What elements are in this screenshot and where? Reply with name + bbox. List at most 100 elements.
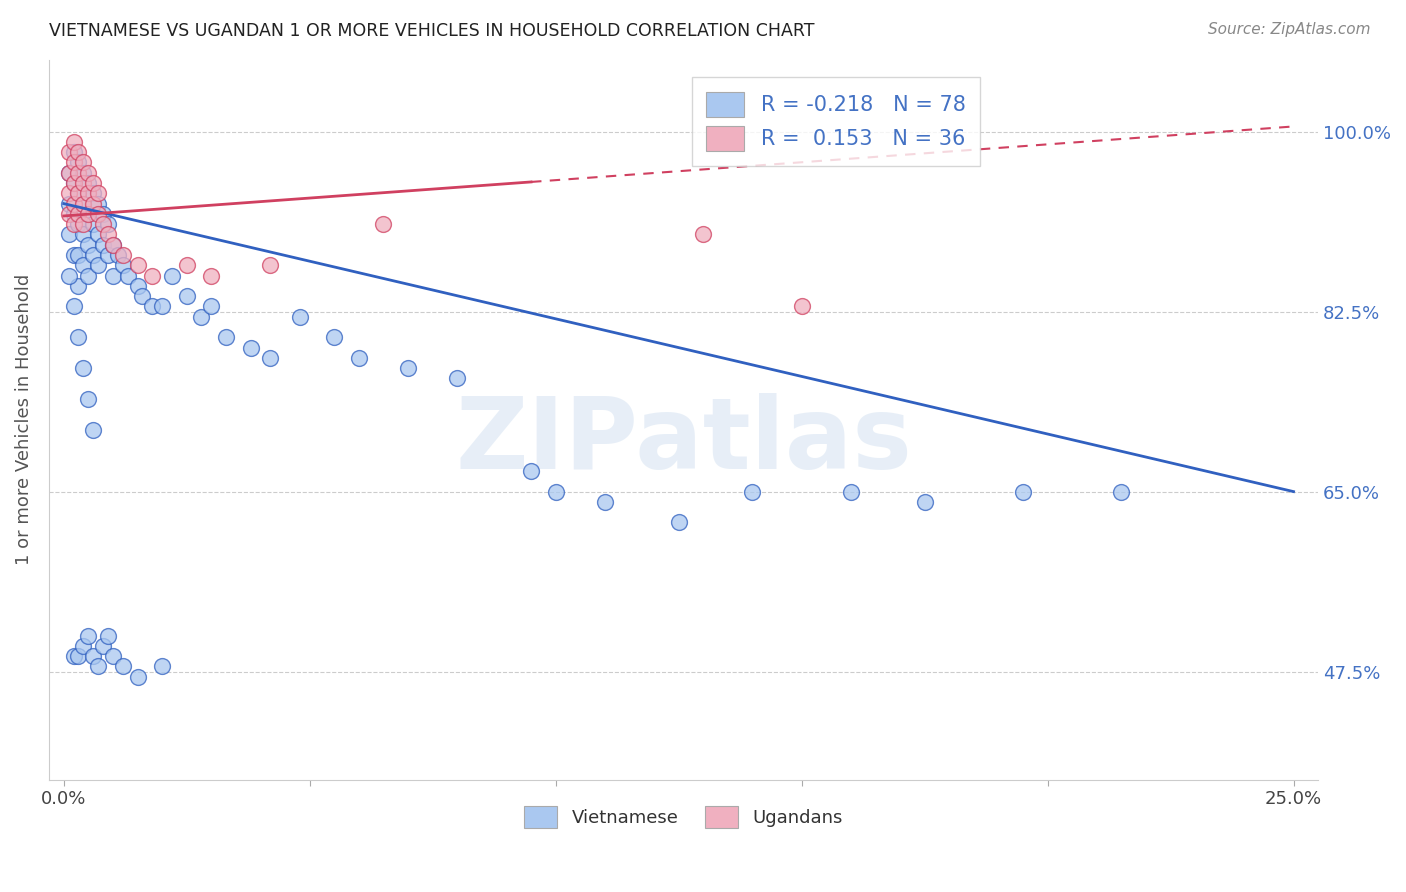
Point [1111, 484, 1133, 499]
Point [127, 258, 149, 272]
Point [62, 300, 84, 314]
Point [62, 217, 84, 231]
Point [62, 135, 84, 149]
Point [82, 186, 104, 201]
Point [87, 196, 110, 211]
Y-axis label: 1 or more Vehicles in Household: 1 or more Vehicles in Household [15, 274, 32, 566]
Text: ZIPatlas: ZIPatlas [456, 392, 912, 490]
Point [67, 186, 90, 201]
Point [82, 217, 104, 231]
Point [131, 289, 153, 303]
Point [239, 341, 262, 355]
Point [72, 196, 94, 211]
Point [790, 300, 813, 314]
Point [72, 258, 94, 272]
Point [72, 227, 94, 242]
Point [593, 495, 616, 509]
Text: VIETNAMESE VS UGANDAN 1 OR MORE VEHICLES IN HOUSEHOLD CORRELATION CHART: VIETNAMESE VS UGANDAN 1 OR MORE VEHICLES… [49, 22, 814, 40]
Point [259, 258, 281, 272]
Point [58, 207, 80, 221]
Point [77, 176, 100, 190]
Point [176, 289, 198, 303]
Point [72, 361, 94, 376]
Point [77, 629, 100, 643]
Point [72, 155, 94, 169]
Point [117, 268, 139, 283]
Point [82, 248, 104, 262]
Point [62, 196, 84, 211]
Point [200, 300, 222, 314]
Legend: Vietnamese, Ugandans: Vietnamese, Ugandans [517, 799, 849, 836]
Point [67, 248, 90, 262]
Point [82, 196, 104, 211]
Point [101, 237, 124, 252]
Point [62, 155, 84, 169]
Point [288, 310, 311, 324]
Point [150, 300, 173, 314]
Point [91, 237, 114, 252]
Point [107, 248, 129, 262]
Point [62, 207, 84, 221]
Point [82, 423, 104, 437]
Point [58, 268, 80, 283]
Point [91, 639, 114, 653]
Point [373, 217, 395, 231]
Point [58, 145, 80, 160]
Point [91, 217, 114, 231]
Point [72, 217, 94, 231]
Point [77, 186, 100, 201]
Point [396, 361, 419, 376]
Point [215, 330, 238, 344]
Point [323, 330, 346, 344]
Point [82, 176, 104, 190]
Point [77, 207, 100, 221]
Point [72, 196, 94, 211]
Point [77, 392, 100, 406]
Point [58, 196, 80, 211]
Point [101, 268, 124, 283]
Point [72, 166, 94, 180]
Point [446, 371, 468, 385]
Point [67, 330, 90, 344]
Point [67, 649, 90, 664]
Point [67, 207, 90, 221]
Point [67, 279, 90, 293]
Point [87, 207, 110, 221]
Point [62, 176, 84, 190]
Point [87, 186, 110, 201]
Point [87, 659, 110, 673]
Point [67, 145, 90, 160]
Point [259, 351, 281, 365]
Point [82, 649, 104, 664]
Point [111, 659, 134, 673]
Point [839, 484, 862, 499]
Point [200, 268, 222, 283]
Point [62, 248, 84, 262]
Point [97, 629, 120, 643]
Point [111, 258, 134, 272]
Point [62, 176, 84, 190]
Point [58, 227, 80, 242]
Point [77, 237, 100, 252]
Point [72, 639, 94, 653]
Point [160, 268, 183, 283]
Point [58, 186, 80, 201]
Point [58, 166, 80, 180]
Point [77, 207, 100, 221]
Point [87, 227, 110, 242]
Point [914, 495, 936, 509]
Point [62, 145, 84, 160]
Point [67, 155, 90, 169]
Point [62, 649, 84, 664]
Point [72, 176, 94, 190]
Point [176, 258, 198, 272]
Point [141, 268, 163, 283]
Point [347, 351, 370, 365]
Point [190, 310, 212, 324]
Point [97, 227, 120, 242]
Point [91, 207, 114, 221]
Point [741, 484, 763, 499]
Point [101, 649, 124, 664]
Point [127, 279, 149, 293]
Point [87, 258, 110, 272]
